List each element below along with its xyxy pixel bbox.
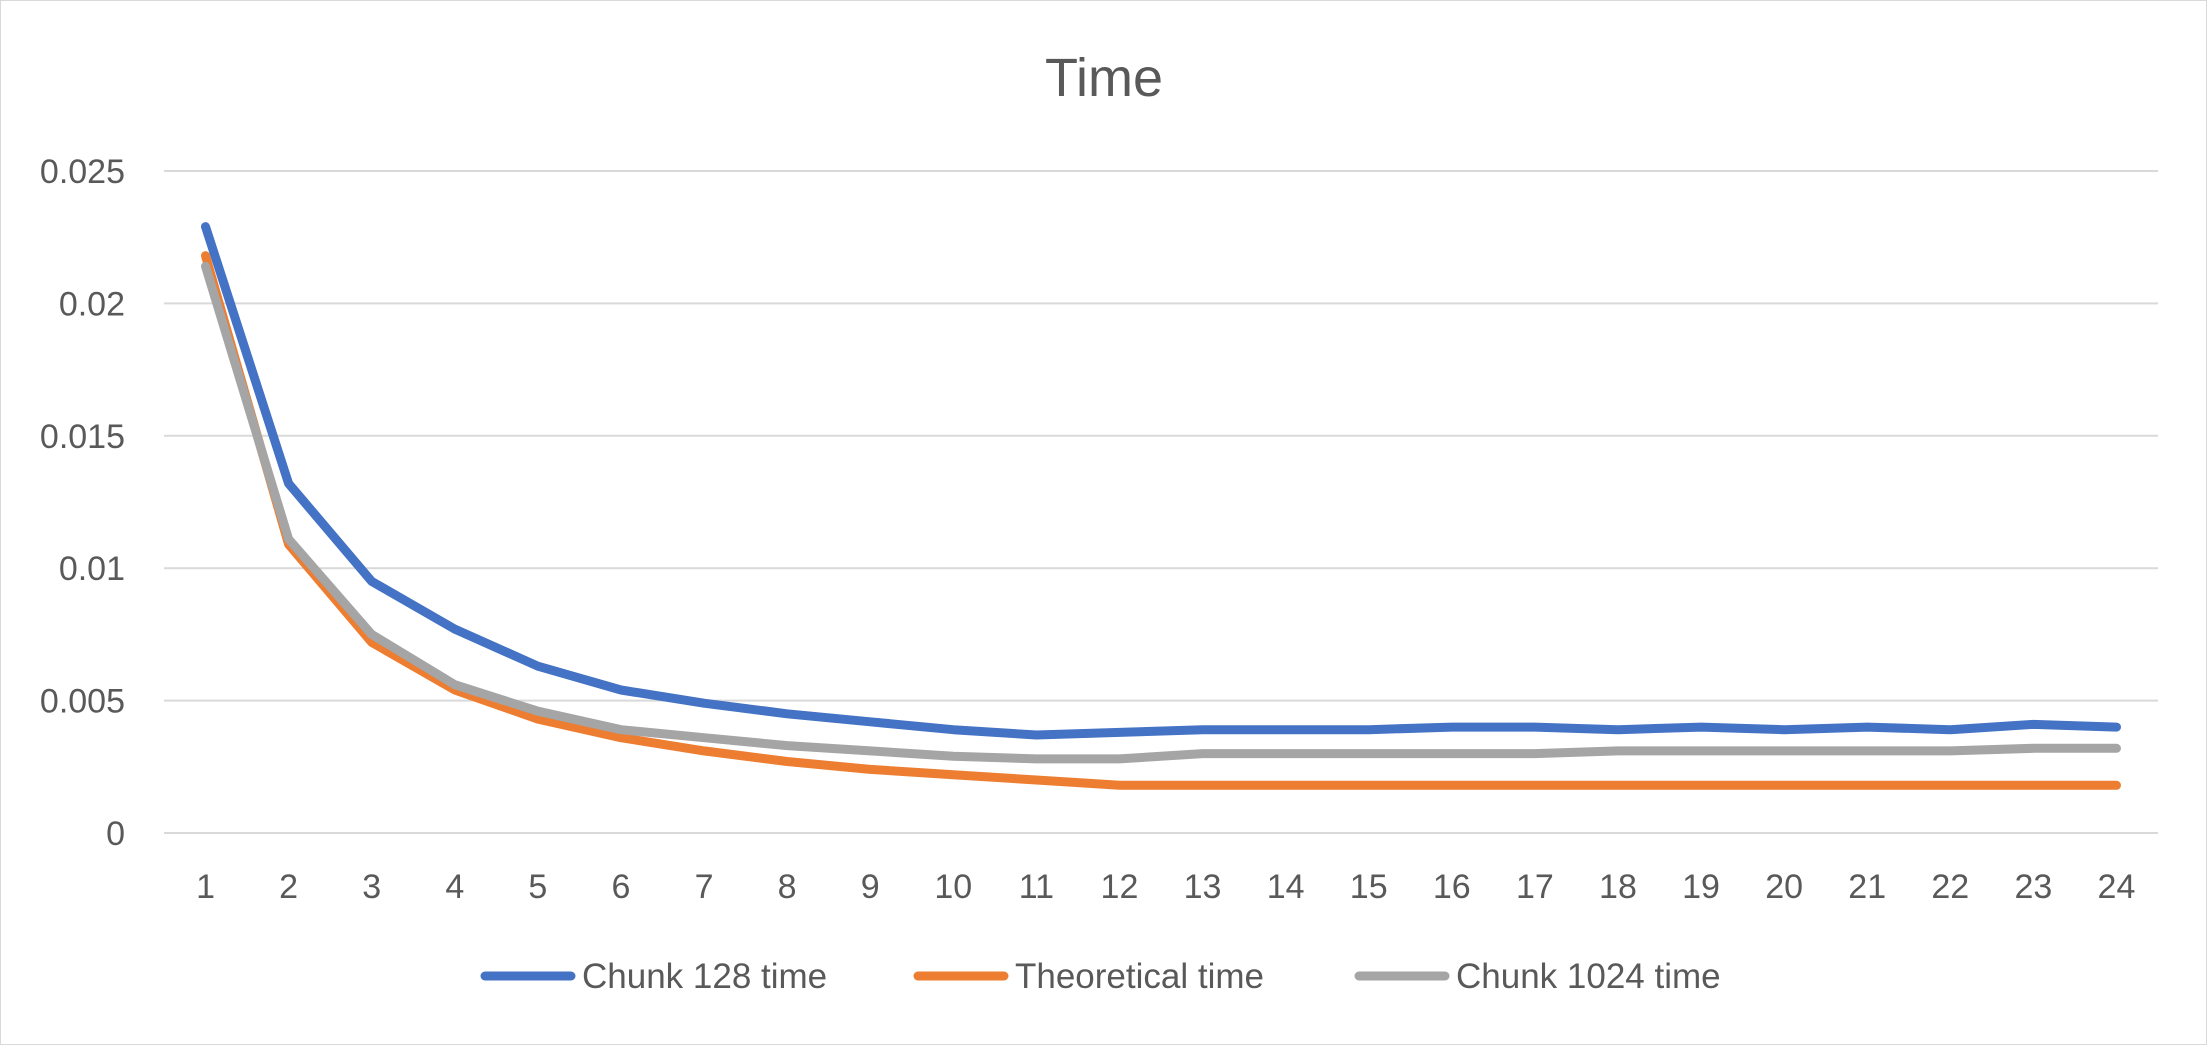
y-tick-label: 0 xyxy=(106,815,125,853)
y-axis-ticks: 0 0.005 0.01 0.015 0.02 0.025 xyxy=(40,153,125,853)
legend-label: Theoretical time xyxy=(1015,957,1264,996)
x-tick-label: 23 xyxy=(2014,868,2052,906)
x-tick-label: 3 xyxy=(362,868,381,906)
x-tick-label: 24 xyxy=(2098,868,2136,906)
x-tick-label: 19 xyxy=(1682,868,1720,906)
x-tick-label: 18 xyxy=(1599,868,1637,906)
y-tick-label: 0.01 xyxy=(59,550,125,588)
x-tick-label: 20 xyxy=(1765,868,1803,906)
legend: Chunk 128 time Theoretical time Chunk 1024… xyxy=(485,957,1721,996)
x-tick-label: 6 xyxy=(611,868,630,906)
x-tick-label: 21 xyxy=(1848,868,1886,906)
x-tick-label: 8 xyxy=(778,868,797,906)
chart-title: Time xyxy=(1045,48,1163,108)
y-tick-label: 0.005 xyxy=(40,683,125,721)
legend-label: Chunk 128 time xyxy=(582,957,827,996)
x-tick-label: 11 xyxy=(1019,868,1054,906)
x-tick-label: 14 xyxy=(1267,868,1305,906)
series-line-2 xyxy=(206,256,2117,786)
x-tick-label: 4 xyxy=(445,868,464,906)
y-tick-label: 0.015 xyxy=(40,418,125,456)
x-tick-label: 1 xyxy=(196,868,215,906)
x-tick-label: 7 xyxy=(695,868,714,906)
x-tick-label: 10 xyxy=(934,868,972,906)
series-line-3 xyxy=(206,266,2117,759)
x-tick-label: 13 xyxy=(1184,868,1222,906)
y-tick-label: 0.02 xyxy=(59,285,125,323)
x-tick-label: 2 xyxy=(279,868,298,906)
x-tick-label: 15 xyxy=(1350,868,1388,906)
x-tick-label: 9 xyxy=(861,868,880,906)
legend-label: Chunk 1024 time xyxy=(1456,957,1721,996)
x-tick-label: 17 xyxy=(1516,868,1554,906)
x-tick-label: 5 xyxy=(528,868,547,906)
x-tick-label: 12 xyxy=(1101,868,1139,906)
x-tick-label: 22 xyxy=(1931,868,1969,906)
x-tick-label: 16 xyxy=(1433,868,1471,906)
y-tick-label: 0.025 xyxy=(40,153,125,191)
